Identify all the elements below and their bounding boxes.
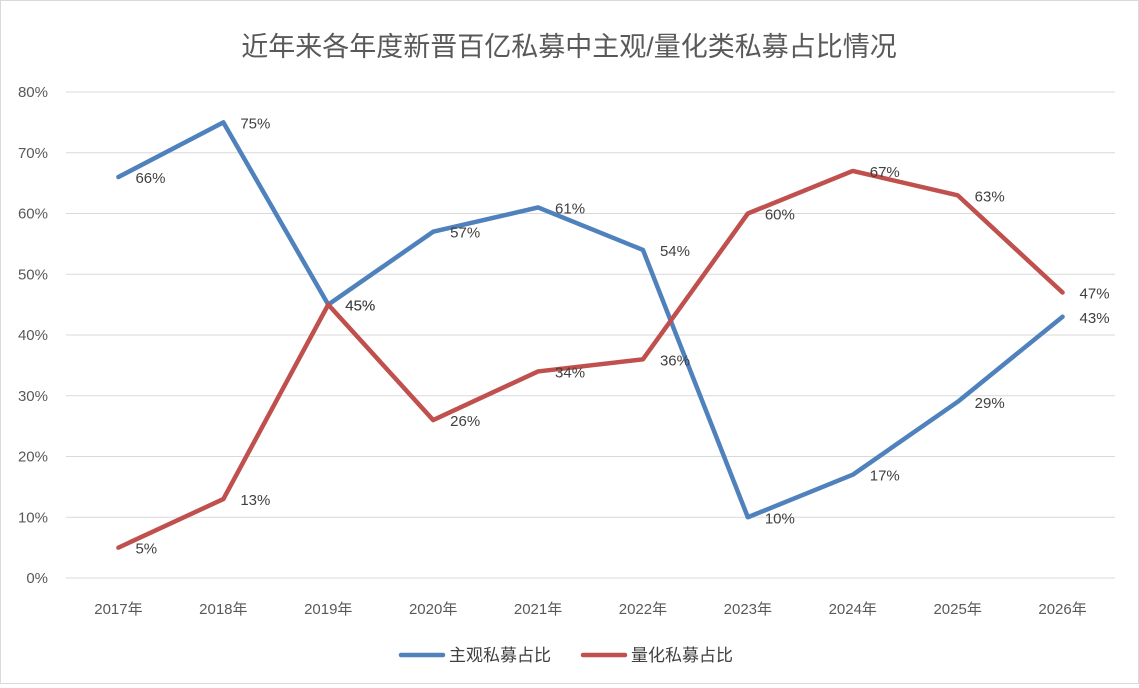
y-tick-label: 40%	[18, 327, 48, 344]
data-label: 34%	[555, 364, 585, 381]
series-line-2	[116, 168, 1065, 550]
data-label: 45%	[345, 298, 375, 315]
data-label: 45%	[345, 298, 375, 315]
x-tick-label: 2017年	[94, 601, 142, 618]
chart-title: 近年来各年度新晋百亿私募中主观/量化类私募占比情况	[241, 32, 897, 62]
x-tick-label: 2024年	[829, 601, 877, 618]
data-label: 67%	[870, 164, 900, 181]
x-tick-label: 2022年	[619, 601, 667, 618]
data-label: 66%	[135, 170, 165, 187]
legend-label: 主观私募占比	[449, 646, 551, 665]
data-label: 13%	[240, 492, 270, 509]
data-label: 60%	[765, 207, 795, 224]
data-label: 43%	[1080, 310, 1110, 327]
series-line-1	[116, 120, 1065, 520]
x-tick-label: 2023年	[724, 601, 772, 618]
y-tick-label: 0%	[26, 570, 48, 587]
y-tick-label: 20%	[18, 449, 48, 466]
data-label: 29%	[975, 395, 1005, 412]
data-label: 10%	[765, 510, 795, 527]
data-label: 57%	[450, 225, 480, 242]
data-label: 54%	[660, 243, 690, 260]
gridlines	[66, 91, 1115, 579]
y-tick-label: 10%	[18, 509, 48, 526]
y-axis: 0% 10% 20% 30% 40% 50% 60% 70% 80%	[18, 84, 48, 587]
data-label: 36%	[660, 352, 690, 369]
data-label: 5%	[135, 541, 157, 558]
legend[interactable]: 主观私募占比 量化私募占比	[398, 646, 733, 665]
x-tick-label: 2019年	[304, 601, 352, 618]
data-label: 26%	[450, 413, 480, 430]
y-tick-label: 50%	[18, 266, 48, 283]
data-labels: 66%75%45%57%61%54%10%17%29%43%5%13%45%26…	[135, 115, 1109, 557]
y-tick-label: 60%	[18, 206, 48, 223]
y-tick-label: 30%	[18, 388, 48, 405]
legend-item-2[interactable]: 量化私募占比	[580, 646, 733, 665]
data-label: 17%	[870, 468, 900, 485]
series-lines	[116, 120, 1065, 550]
x-tick-label: 2018年	[199, 601, 247, 618]
x-axis: 2017年 2018年 2019年 2020年 2021年 2022年 2023年 2024年…	[94, 601, 1086, 618]
x-tick-label: 2026年	[1038, 601, 1086, 618]
data-label: 47%	[1080, 285, 1110, 302]
y-tick-label: 70%	[18, 145, 48, 162]
legend-label: 量化私募占比	[631, 646, 733, 665]
x-tick-label: 2020年	[409, 601, 457, 618]
data-label: 61%	[555, 200, 585, 217]
y-tick-label: 80%	[18, 84, 48, 101]
legend-item-1[interactable]: 主观私募占比	[398, 646, 551, 665]
data-label: 75%	[240, 115, 270, 132]
data-label: 63%	[975, 188, 1005, 205]
x-tick-label: 2021年	[514, 601, 562, 618]
x-tick-label: 2025年	[933, 601, 981, 618]
